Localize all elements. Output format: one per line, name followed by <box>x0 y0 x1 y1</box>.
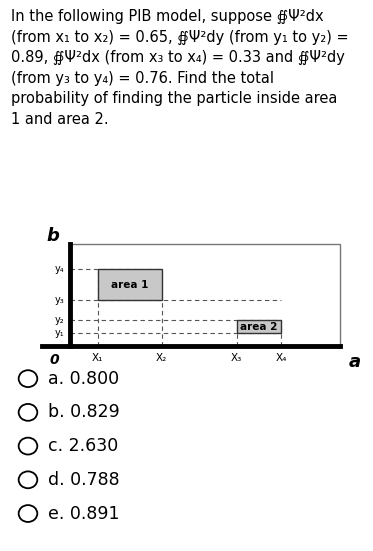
Text: c. 2.630: c. 2.630 <box>48 437 119 455</box>
Text: X₄: X₄ <box>275 353 287 363</box>
Text: b. 0.829: b. 0.829 <box>48 403 120 422</box>
Text: In the following PIB model, suppose ∯Ψ²dx
(from x₁ to x₂) = 0.65, ∯Ψ²dy (from y₁: In the following PIB model, suppose ∯Ψ²d… <box>11 9 349 127</box>
Text: X₃: X₃ <box>231 353 242 363</box>
Text: a: a <box>349 353 361 371</box>
Text: 0: 0 <box>50 353 59 367</box>
Text: a. 0.800: a. 0.800 <box>48 370 120 388</box>
Bar <box>70 244 339 345</box>
Text: area 2: area 2 <box>240 322 278 332</box>
Text: X₂: X₂ <box>156 353 167 363</box>
Text: d. 0.788: d. 0.788 <box>48 471 120 489</box>
Text: area 1: area 1 <box>111 279 148 290</box>
Text: y₂: y₂ <box>54 315 64 325</box>
Bar <box>98 269 162 300</box>
Bar <box>236 320 281 333</box>
Text: y₃: y₃ <box>54 295 64 305</box>
Text: y₄: y₄ <box>54 264 64 274</box>
Text: b: b <box>47 227 59 245</box>
Text: e. 0.891: e. 0.891 <box>48 505 120 522</box>
Text: y₁: y₁ <box>54 328 64 338</box>
Text: X₁: X₁ <box>92 353 103 363</box>
